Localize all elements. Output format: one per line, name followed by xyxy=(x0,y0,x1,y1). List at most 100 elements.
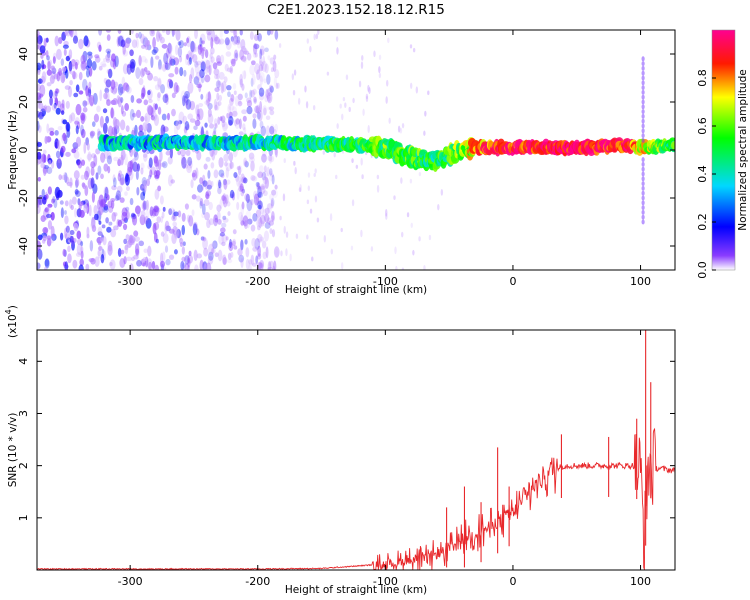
noise-speckle xyxy=(227,91,231,98)
noise-speckle xyxy=(272,265,276,270)
noise-speckle xyxy=(37,69,41,76)
noise-speckle xyxy=(105,48,112,54)
noise-speckle xyxy=(114,195,120,201)
artifact-speckle xyxy=(641,99,645,105)
noise-speckle xyxy=(201,203,206,215)
noise-speckle xyxy=(199,259,204,270)
noise-speckle xyxy=(181,156,187,169)
noise-speckle xyxy=(194,30,198,40)
noise-speckle xyxy=(195,104,200,116)
noise-speckle xyxy=(108,205,114,213)
noise-speckle xyxy=(197,108,204,121)
noise-speckle xyxy=(184,203,189,210)
noise-speckle xyxy=(267,266,273,270)
noise-speckle xyxy=(57,100,62,108)
noise-speckle xyxy=(218,94,223,102)
noise-speckle xyxy=(120,154,124,166)
noise-speckle xyxy=(190,67,195,79)
noise-speckle xyxy=(134,243,140,256)
noise-speckle xyxy=(100,61,107,68)
noise-speckle xyxy=(263,165,267,173)
noise-speckle xyxy=(203,247,209,257)
noise-speckle xyxy=(201,181,205,191)
noise-speckle xyxy=(262,208,267,220)
noise-speckle xyxy=(244,160,249,168)
noise-speckle xyxy=(317,30,320,35)
noise-speckle xyxy=(385,96,388,104)
noise-speckle xyxy=(100,152,106,163)
noise-speckle xyxy=(184,53,188,66)
noise-speckle xyxy=(270,173,274,178)
noise-speckle xyxy=(252,246,258,252)
noise-speckle xyxy=(133,151,139,161)
noise-speckle xyxy=(150,56,154,69)
noise-speckle xyxy=(243,50,250,55)
noise-speckle xyxy=(155,30,161,42)
noise-speckle xyxy=(47,203,53,208)
noise-speckle xyxy=(97,240,102,246)
spectrogram-y-axis: -40 -20 0 20 40 xyxy=(17,47,675,255)
noise-speckle xyxy=(237,248,243,256)
noise-speckle xyxy=(194,46,198,53)
noise-speckle xyxy=(105,91,110,102)
noise-speckle xyxy=(41,59,45,70)
noise-speckle xyxy=(122,49,129,57)
noise-speckle xyxy=(269,125,275,135)
noise-speckle xyxy=(246,97,252,104)
artifact-speckle xyxy=(641,94,645,100)
noise-speckle xyxy=(144,58,148,64)
noise-speckle xyxy=(113,225,119,231)
noise-speckle xyxy=(169,207,175,213)
noise-speckle xyxy=(259,260,265,269)
noise-speckle xyxy=(195,167,199,179)
noise-speckle xyxy=(115,190,122,201)
noise-speckle xyxy=(129,236,136,244)
noise-speckle xyxy=(278,43,282,48)
noise-speckle xyxy=(169,146,173,159)
noise-speckle xyxy=(250,60,256,66)
noise-speckle xyxy=(136,163,140,172)
noise-speckle xyxy=(243,48,248,55)
noise-speckle xyxy=(257,204,262,210)
noise-speckle xyxy=(232,83,237,90)
noise-speckle xyxy=(306,199,310,205)
artifact-speckle xyxy=(641,65,645,71)
noise-speckle xyxy=(164,62,171,71)
noise-speckle xyxy=(367,84,370,92)
noise-speckle xyxy=(259,48,265,56)
noise-speckle xyxy=(102,108,108,114)
noise-speckle xyxy=(159,195,164,205)
noise-speckle xyxy=(274,123,279,133)
noise-speckle xyxy=(107,151,112,160)
noise-speckle xyxy=(243,160,248,167)
noise-speckle xyxy=(75,190,81,197)
x-tick-label: -100 xyxy=(373,275,398,288)
noise-speckle xyxy=(232,238,237,247)
artifact-speckle xyxy=(641,200,645,206)
noise-speckle xyxy=(260,183,266,195)
noise-speckle xyxy=(165,30,171,36)
noise-speckle xyxy=(211,149,216,161)
noise-speckle xyxy=(229,189,235,199)
noise-speckle xyxy=(253,98,257,104)
noise-speckle xyxy=(75,136,82,148)
noise-speckle xyxy=(124,244,129,251)
noise-speckle xyxy=(78,38,84,50)
noise-speckle xyxy=(264,207,270,215)
noise-speckle xyxy=(152,222,157,235)
noise-speckle xyxy=(266,203,273,210)
noise-speckle xyxy=(84,185,89,197)
noise-speckle xyxy=(90,153,96,159)
x-tick-label: -100 xyxy=(373,575,398,588)
noise-speckle xyxy=(275,82,279,90)
noise-speckle xyxy=(212,214,219,227)
noise-speckle xyxy=(122,63,129,75)
noise-speckle xyxy=(244,239,248,245)
noise-speckle xyxy=(241,188,246,194)
noise-speckle xyxy=(252,118,257,129)
noise-speckle xyxy=(259,54,262,65)
noise-speckle xyxy=(252,213,258,222)
noise-speckle xyxy=(255,104,261,115)
noise-speckle xyxy=(147,72,154,81)
noise-speckle xyxy=(83,101,90,106)
